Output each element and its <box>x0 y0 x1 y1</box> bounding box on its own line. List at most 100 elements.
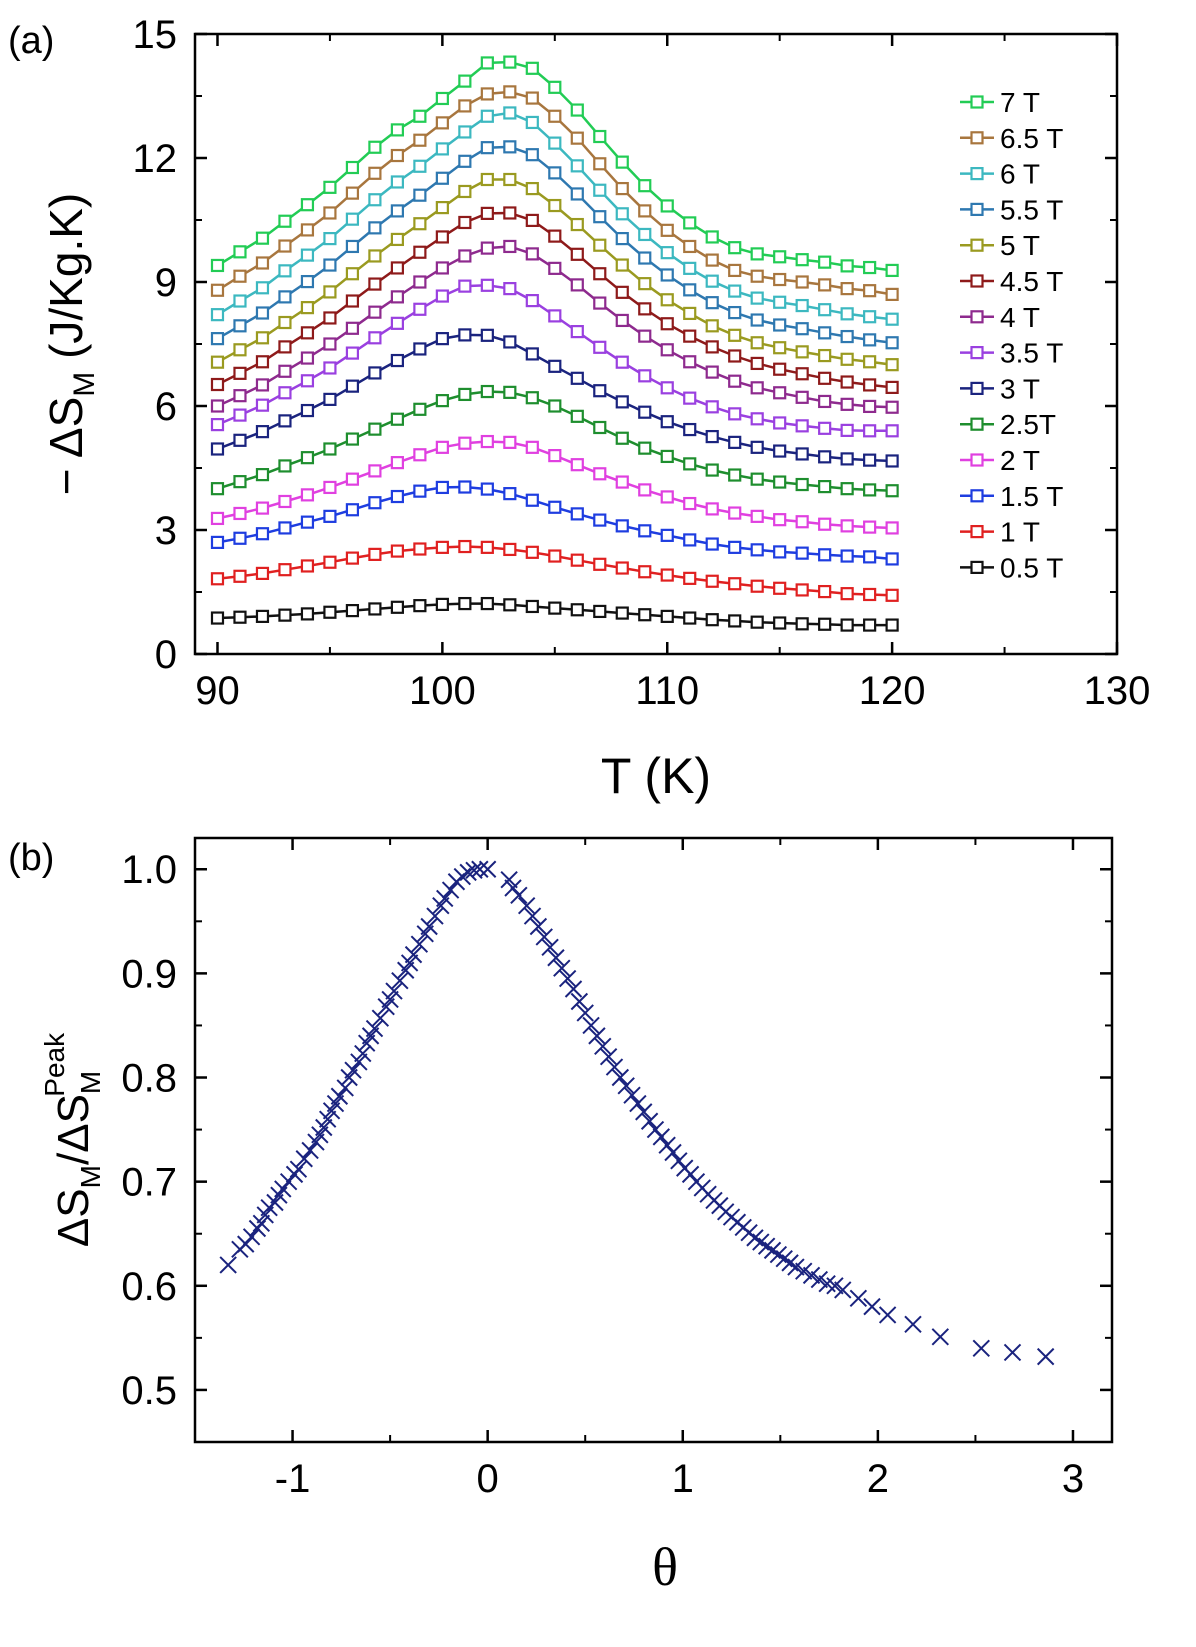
data-point <box>683 261 697 275</box>
data-point <box>435 394 449 408</box>
data-point <box>345 186 360 200</box>
data-point <box>525 213 539 228</box>
data-point <box>570 103 584 117</box>
legend-item: 2 T <box>960 445 1040 476</box>
data-point <box>593 296 607 310</box>
series-1-T <box>210 539 899 602</box>
data-point <box>576 1004 594 1022</box>
legend-marker <box>970 524 984 539</box>
data-point <box>548 136 562 150</box>
data-point <box>300 488 315 502</box>
data-point <box>210 511 225 526</box>
data-point <box>252 1214 271 1233</box>
legend-marker <box>970 381 984 395</box>
data-point <box>840 423 854 437</box>
series-6p5-T <box>210 85 899 301</box>
data-point <box>385 982 403 1000</box>
data-point <box>840 307 854 321</box>
data-point <box>818 517 832 531</box>
data-point <box>705 613 719 627</box>
data-point <box>480 87 494 101</box>
data-point <box>278 494 292 509</box>
y-tick-label-b: 0.9 <box>121 952 177 996</box>
data-point <box>435 440 449 454</box>
data-point <box>683 457 697 471</box>
data-point <box>435 261 449 275</box>
data-point <box>683 306 697 321</box>
data-point <box>345 321 360 335</box>
data-point <box>233 245 247 259</box>
data-point <box>255 306 270 320</box>
legend-label: 7 T <box>1000 87 1040 118</box>
data-point <box>638 227 652 242</box>
data-point <box>795 419 809 433</box>
legend-item: 4 T <box>960 302 1040 333</box>
legend-marker <box>970 489 984 503</box>
data-point <box>570 187 584 201</box>
data-point <box>278 521 292 535</box>
data-point <box>323 311 337 325</box>
data-point <box>255 527 270 541</box>
data-point <box>503 172 517 187</box>
data-point <box>525 181 539 196</box>
data-point <box>300 248 315 262</box>
data-point <box>345 267 360 281</box>
data-point <box>750 579 764 593</box>
data-point <box>390 456 404 470</box>
legend-label: 0.5 T <box>1000 552 1063 583</box>
data-point <box>795 367 809 381</box>
data-point <box>368 277 382 291</box>
data-point <box>863 424 877 438</box>
data-point <box>795 253 809 267</box>
data-point <box>458 387 472 402</box>
data-point <box>705 429 719 444</box>
data-point <box>840 282 854 296</box>
data-point <box>594 1037 612 1055</box>
data-point <box>593 557 607 571</box>
legend-item: 5.5 T <box>960 194 1063 225</box>
data-point <box>300 374 315 388</box>
data-point <box>660 317 674 331</box>
data-point <box>435 540 449 554</box>
data-point <box>548 166 562 180</box>
legend-marker <box>970 274 984 288</box>
data-point <box>705 340 719 354</box>
data-point <box>878 1306 897 1324</box>
data-point <box>525 493 539 507</box>
data-point <box>300 301 315 315</box>
data-point <box>323 285 337 299</box>
data-point <box>840 618 854 632</box>
data-point <box>345 346 360 360</box>
legend-label: 4.5 T <box>1000 266 1063 297</box>
legend-item: 6 T <box>960 159 1040 190</box>
data-point <box>404 945 423 964</box>
data-point <box>570 553 584 567</box>
legend-marker <box>970 453 984 467</box>
data-point <box>368 496 382 510</box>
data-point <box>795 546 809 560</box>
data-point <box>255 468 270 482</box>
x-tick-label-a: 90 <box>195 669 240 713</box>
data-point <box>278 264 292 278</box>
data-point <box>210 442 225 456</box>
legend-item: 0.5 T <box>960 552 1063 583</box>
data-point <box>368 221 382 235</box>
data-point <box>623 1086 641 1104</box>
data-point <box>210 418 225 432</box>
data-point <box>242 1228 261 1246</box>
data-point <box>390 148 404 163</box>
data-point <box>652 1128 671 1146</box>
legend-item: 6.5 T <box>960 123 1063 154</box>
data-point <box>233 433 247 447</box>
data-point <box>525 294 539 308</box>
data-point <box>773 513 787 527</box>
legend-label: 6.5 T <box>1000 123 1063 154</box>
legend-item: 2.5T <box>960 409 1056 440</box>
data-point <box>795 275 809 289</box>
data-point <box>323 258 337 272</box>
data-point <box>750 543 764 557</box>
data-point <box>413 484 427 498</box>
data-point <box>593 183 607 197</box>
data-point <box>795 345 809 359</box>
data-point <box>458 99 472 113</box>
